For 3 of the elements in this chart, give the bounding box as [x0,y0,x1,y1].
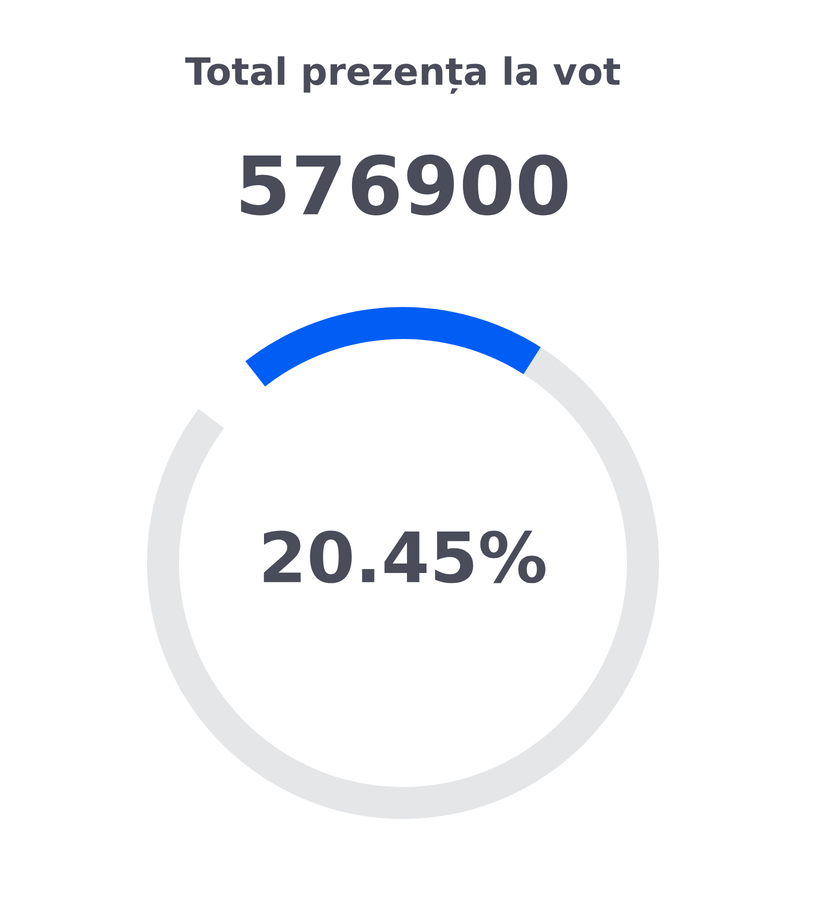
text: 20.45% [264,530,546,584]
chart-subtitle: 576900 [241,154,568,216]
chart-title: Total prezența la vot [185,56,620,94]
